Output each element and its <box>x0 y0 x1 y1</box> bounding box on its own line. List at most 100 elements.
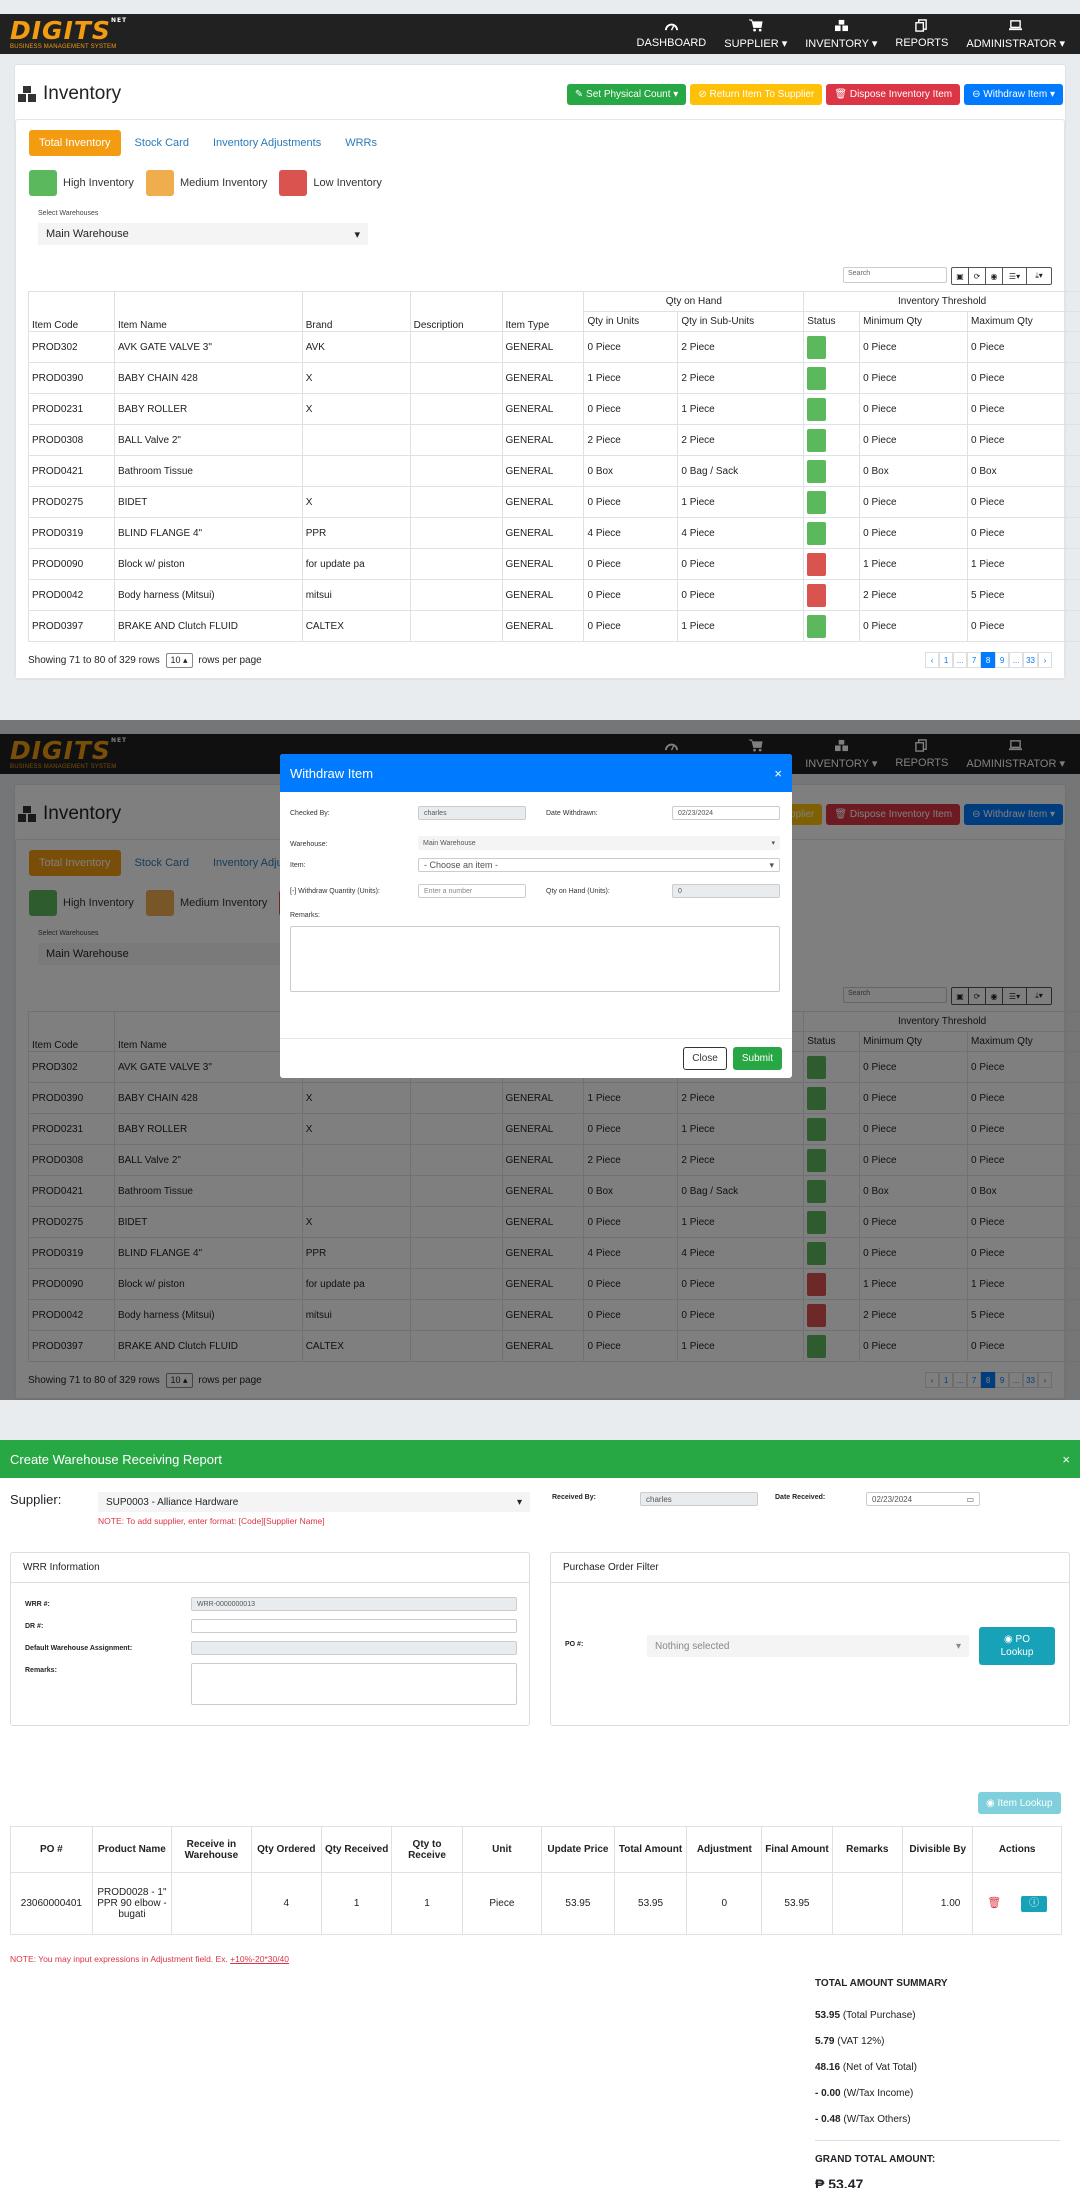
set-physical-count-label: Set Physical Count ▾ <box>586 88 679 100</box>
withdraw-qty-input[interactable]: Enter a number <box>418 884 526 898</box>
col-header: Unit <box>461 1826 543 1873</box>
nav-item-label: SUPPLIER ▾ <box>724 37 788 50</box>
cell-min: 1 Piece <box>859 548 969 580</box>
return-to-supplier-button[interactable]: ⊘ Return Item To Supplier <box>690 83 823 105</box>
col-header[interactable]: Item Type <box>501 291 585 332</box>
page-link[interactable]: 9 <box>995 652 1010 668</box>
grand-total-value: ₱ 53.47 <box>815 2176 864 2188</box>
submit-button[interactable]: Submit <box>732 1047 782 1070</box>
cell-unit: Piece <box>461 1872 543 1935</box>
cell-min: 0 Piece <box>859 393 969 425</box>
eye-icon[interactable]: ◉ <box>986 268 1003 284</box>
warehouse-label: Select Warehouses <box>38 210 99 217</box>
remarks-textarea[interactable] <box>191 1663 517 1705</box>
caret-down-icon: ▾ <box>771 840 775 847</box>
cell-code: PROD0090 <box>28 548 115 580</box>
inventory-card: Total Inventory Stock Card Inventory Adjus… <box>15 119 1080 679</box>
page-link[interactable]: ... <box>953 652 968 668</box>
tab-0[interactable]: Total Inventory <box>29 130 121 156</box>
trash-icon[interactable]: 🗑 <box>987 1896 1002 1909</box>
status-cell <box>803 548 861 580</box>
logo[interactable]: DIGITSNET BUSINESS MANAGEMENT SYSTEM <box>10 18 127 51</box>
wrr-no-field: WRR-0000000013 <box>191 1597 517 1611</box>
page-size-select[interactable]: 10 ▴ <box>165 652 193 668</box>
cell-ordered: 4 <box>250 1872 322 1935</box>
date-received-field[interactable]: 02/23/2024 ▭ <box>866 1492 980 1506</box>
remarks-textarea[interactable] <box>290 926 780 992</box>
withdraw-item-button[interactable]: ⊖ Withdraw Item ▾ <box>964 83 1063 105</box>
columns-icon[interactable]: ☰▾ <box>1003 268 1027 284</box>
item-select[interactable]: - Choose an item - ▾ <box>418 858 780 872</box>
warehouse-select[interactable]: Main Warehouse ▾ <box>38 223 368 245</box>
export-icon[interactable]: ⤓▾ <box>1035 271 1043 280</box>
table-row[interactable]: 23060000401 PROD0028 - 1" PPR 90 elbow - … <box>10 1872 1062 1935</box>
set-physical-count-button[interactable]: ✎ Set Physical Count ▾ <box>566 83 687 105</box>
col-header[interactable]: Item Name <box>113 291 303 332</box>
tab-2[interactable]: Inventory Adjustments <box>212 137 322 149</box>
cell-name: BLIND FLANGE 4" <box>113 517 303 549</box>
col-header[interactable]: Description <box>409 291 503 332</box>
toggle-icon[interactable]: ▣ <box>952 268 969 284</box>
checked-by-field[interactable]: charles <box>418 806 526 820</box>
cell-type: GENERAL <box>501 362 585 394</box>
nav-item-0[interactable]: DASHBOARD <box>628 19 716 50</box>
close-icon[interactable]: × <box>774 765 782 781</box>
col-header[interactable]: Status <box>803 311 861 332</box>
nav-item-1[interactable]: SUPPLIER ▾ <box>715 18 796 50</box>
close-icon[interactable]: × <box>1062 1451 1070 1467</box>
refresh-icon[interactable]: ⟳ <box>969 268 986 284</box>
cell-code: PROD0397 <box>28 610 115 642</box>
actions-cell: 🗑 ⓘ <box>972 1872 1062 1935</box>
nav-item-4[interactable]: ADMINISTRATOR ▾ <box>957 19 1074 50</box>
supplier-value: SUP0003 - Alliance Hardware <box>106 1496 239 1508</box>
col-header[interactable]: Brand <box>301 291 411 332</box>
page-link[interactable]: ‹ <box>925 652 940 668</box>
supplier-select[interactable]: SUP0003 - Alliance Hardware ▾ <box>98 1492 530 1512</box>
col-header[interactable]: Maximum Qty <box>967 311 1080 332</box>
col-header[interactable]: Qty in Sub-Units <box>677 311 805 332</box>
cell-units: 0 Piece <box>583 331 679 363</box>
warehouse-select[interactable]: Main Warehouse ▾ <box>418 836 780 850</box>
page-link[interactable]: 1 <box>939 652 954 668</box>
tab-3[interactable]: WRRs <box>345 137 377 149</box>
qty-on-hand-label: Qty on Hand (Units): <box>546 888 610 895</box>
status-cell <box>803 455 861 487</box>
cell-desc <box>409 455 503 487</box>
amount-summary: 53.95 (Total Purchase) 5.79 (VAT 12%) 48.1… <box>815 2002 917 2132</box>
dispose-item-button[interactable]: 🗑 Dispose Inventory Item <box>826 83 961 105</box>
close-button[interactable]: Close <box>683 1047 727 1070</box>
po-select[interactable]: Nothing selected ▾ <box>647 1635 969 1657</box>
date-withdrawn-field[interactable]: 02/23/2024 <box>672 806 780 820</box>
summary-line: - 0.00 (W/Tax Income) <box>815 2080 917 2106</box>
summary-line: 5.79 (VAT 12%) <box>815 2028 917 2054</box>
page-link[interactable]: 33 <box>1023 652 1038 668</box>
page-link[interactable]: › <box>1038 652 1052 668</box>
page-link[interactable]: ... <box>1009 652 1024 668</box>
cell-brand: for update pa <box>301 548 411 580</box>
page-link[interactable]: 8 <box>981 652 996 668</box>
nav-item-3[interactable]: REPORTS <box>886 18 957 50</box>
col-header: Final Amount <box>761 1826 833 1873</box>
col-header[interactable]: Qty in Units <box>583 311 679 332</box>
tab-1[interactable]: Stock Card <box>134 137 189 149</box>
table-search-input[interactable]: Search <box>843 267 947 283</box>
page-link[interactable]: 7 <box>967 652 982 668</box>
col-header[interactable]: Minimum Qty <box>859 311 969 332</box>
nav-item-2[interactable]: INVENTORY ▾ <box>796 19 886 50</box>
info-button[interactable]: ⓘ <box>1021 1895 1048 1912</box>
dr-no-input[interactable] <box>191 1619 517 1633</box>
col-header[interactable]: Item Code <box>28 291 115 332</box>
cell-max: 5 Piece <box>967 579 1080 611</box>
po-lookup-button[interactable]: ◉ PO Lookup <box>979 1627 1055 1665</box>
item-lookup-button[interactable]: ◉ Item Lookup <box>978 1792 1061 1814</box>
